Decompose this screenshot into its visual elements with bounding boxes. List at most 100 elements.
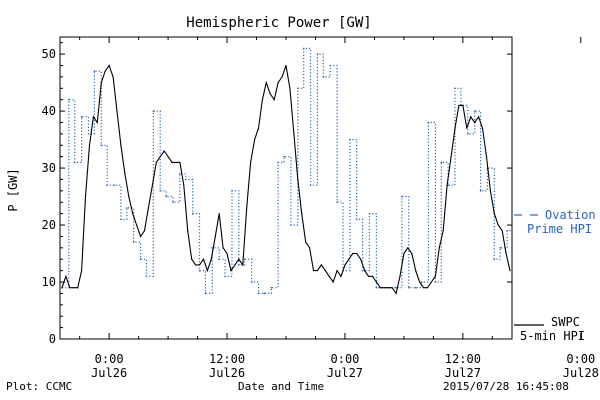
swpc-point [328,275,330,277]
ovation-point [533,270,535,272]
swpc-point [285,64,287,67]
ovation-point [243,258,246,261]
swpc-point [147,207,150,209]
swpc-point [139,235,142,238]
swpc-point [202,258,205,260]
y-tick-label: 40 [42,104,56,118]
ovation-point [552,270,554,272]
chart-title: Hemispheric Power [GW] [186,15,371,31]
ovation-point [191,212,194,215]
footer-timestamp: 2015/07/28 16:45:08 [443,380,569,393]
swpc-point [505,252,507,255]
legend-label-ovation-line2: Prime HPI [527,222,592,236]
swpc-point [128,195,130,198]
legend-label-swpc-line1: SWPC [551,315,580,329]
swpc-point [497,224,499,226]
swpc-point [434,275,436,277]
swpc-point [489,190,491,192]
swpc-point [265,81,267,84]
ovation-point [493,258,496,261]
swpc-point [84,195,87,198]
ovation-point [172,201,174,204]
y-tick-label: 20 [42,218,56,232]
ovation-point [290,224,292,226]
ovation-point [361,269,364,272]
x-tick-label-date: Jul28 [563,366,599,380]
swpc-point [474,121,476,124]
ovation-point [466,133,469,135]
swpc-point [242,264,244,266]
swpc-point [395,292,397,295]
swpc-point [143,230,146,232]
swpc-point [65,275,67,277]
swpc-point [124,173,126,175]
x-tick-label-time: 12:00 [209,352,245,366]
ovation-point [592,270,594,272]
swpc-point [120,144,122,146]
swpc-point [104,70,106,72]
swpc-point [407,247,409,249]
y-tick-label: 50 [42,47,56,61]
legend-label-ovation-line1: Ovation [545,208,596,222]
ovation-point [80,115,83,118]
ovation-point [434,281,437,283]
swpc-point [312,270,315,272]
ovation-point [473,110,476,112]
swpc-point [155,161,157,163]
ovation-point [309,184,312,186]
swpc-point [289,87,291,89]
swpc-point [419,281,421,283]
ovation-point [414,286,417,289]
swpc-point [364,270,366,272]
swpc-point [230,270,232,272]
ovation-point [100,144,103,147]
ovation-point [440,161,443,164]
ovation-point [565,270,567,272]
swpc-point [324,270,326,272]
ovation-point [506,229,508,232]
swpc-point [81,270,83,272]
x-tick-label-time: 0:00 [95,352,124,366]
swpc-point [183,184,185,186]
swpc-point [430,281,433,283]
swpc-point [399,275,401,277]
ovation-point [296,87,299,90]
x-tick-label-date: Jul27 [327,366,363,380]
ovation-point [231,190,233,192]
swpc-point [206,270,208,272]
swpc-point [509,270,511,272]
ovation-point [585,270,587,272]
ovation-point [499,247,502,249]
swpc-point [73,287,75,289]
ovation-point [546,270,548,272]
swpc-point [375,281,377,283]
x-tick-label-date: Jul26 [91,366,127,380]
y-tick-label: 30 [42,161,56,175]
swpc-point [61,287,63,289]
swpc-point [171,161,173,163]
swpc-point [462,104,464,106]
swpc-point [308,247,311,249]
ovation-point [427,121,430,124]
ovation-point [375,286,378,289]
ovation-point [198,269,201,272]
axes: 010203040500:00Jul2612:00Jul260:00Jul271… [42,36,599,380]
swpc-point [222,247,224,249]
x-tick-label-time: 0:00 [566,352,595,366]
swpc-point [501,230,503,232]
swpc-point [422,287,425,289]
swpc-point [367,275,370,277]
x-tick-label-date: Jul27 [445,366,481,380]
series-layer [61,47,594,295]
ovation-point [336,201,338,204]
ovation-point [204,292,207,295]
swpc-point [273,99,275,101]
ovation-point [113,184,115,186]
swpc-point [426,287,429,289]
swpc-point [316,270,319,272]
swpc-point [179,161,181,163]
ovation-point [184,178,187,181]
ovation-point [277,161,279,164]
series-swpc-line [61,64,511,295]
